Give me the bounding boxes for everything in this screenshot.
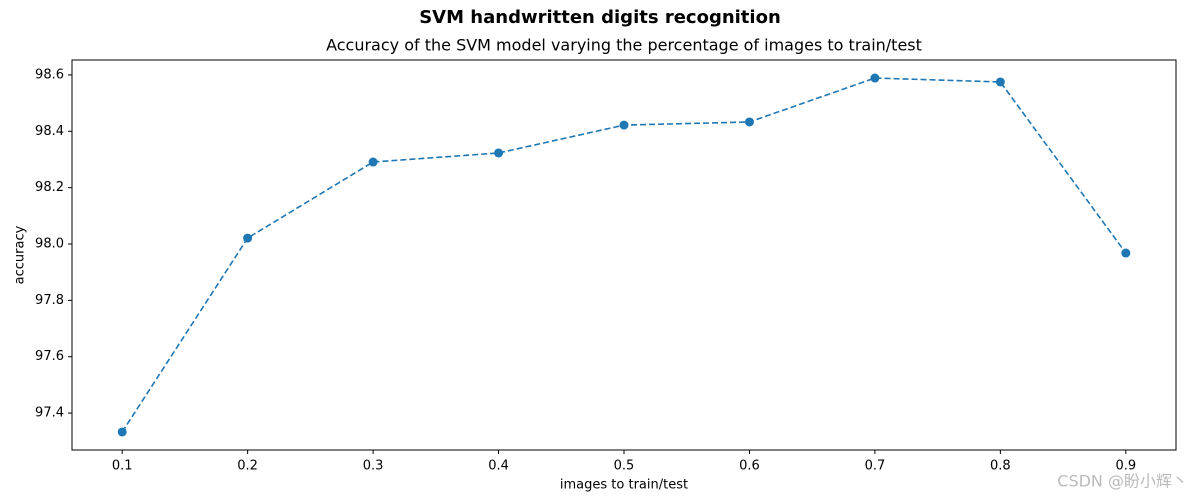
data-point [744, 117, 754, 127]
x-tick-label: 0.1 [112, 459, 133, 474]
x-tick-label: 0.6 [739, 459, 760, 474]
data-point [995, 77, 1005, 87]
y-tick-label: 97.8 [35, 293, 64, 308]
x-tick-label: 0.7 [865, 459, 886, 474]
data-point [243, 233, 253, 243]
x-tick-label: 0.9 [1115, 459, 1136, 474]
data-point [494, 148, 504, 158]
x-axis-label: images to train/test [560, 478, 688, 493]
data-point [870, 73, 880, 83]
y-tick-label: 98.6 [35, 67, 64, 82]
y-tick-label: 97.6 [35, 349, 64, 364]
y-tick-label: 98.4 [35, 124, 64, 139]
data-point [117, 427, 127, 437]
x-tick-label: 0.3 [363, 459, 384, 474]
data-point [619, 120, 629, 130]
data-line [121, 77, 1127, 433]
x-tick-label: 0.5 [614, 459, 635, 474]
watermark: CSDN @盼小辉丶 [1057, 472, 1188, 491]
chart-suptitle: SVM handwritten digits recognition [419, 7, 781, 28]
chart-title: Accuracy of the SVM model varying the pe… [326, 36, 922, 55]
y-tick-label: 98.2 [35, 180, 64, 195]
x-tick-label: 0.2 [237, 459, 258, 474]
y-tick-label: 98.0 [35, 237, 64, 252]
x-tick-label: 0.4 [488, 459, 509, 474]
x-tick-label: 0.8 [990, 459, 1011, 474]
data-point [368, 157, 378, 167]
y-tick-label: 97.4 [35, 406, 64, 421]
data-point [1121, 248, 1131, 258]
y-axis-label: accuracy [13, 225, 28, 284]
